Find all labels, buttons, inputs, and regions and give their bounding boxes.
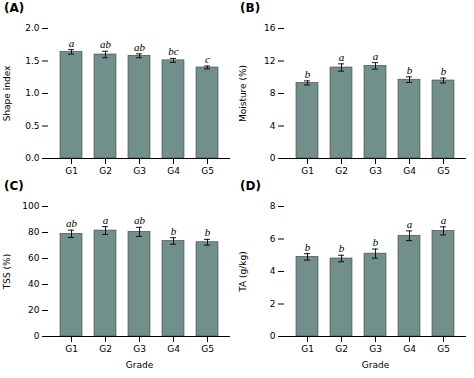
svg-text:b: b [407,64,413,76]
svg-text:G2: G2 [99,166,112,176]
svg-text:ab: ab [66,217,78,229]
svg-text:40: 40 [28,279,40,289]
svg-text:20: 20 [28,305,40,315]
svg-text:a: a [441,214,447,226]
svg-text:8: 8 [270,201,276,211]
svg-text:60: 60 [28,253,40,263]
svg-text:G3: G3 [369,166,382,176]
svg-text:TSS (%): TSS (%) [2,254,12,290]
svg-text:2.0: 2.0 [25,23,40,33]
svg-text:G1: G1 [65,166,78,176]
svg-text:G5: G5 [437,344,450,354]
html-text:(D): (D) [240,179,261,193]
svg-text:G4: G4 [167,166,180,176]
svg-text:0.5: 0.5 [25,121,39,131]
svg-text:a: a [103,214,109,226]
svg-text:b: b [339,242,345,254]
svg-text:G1: G1 [65,344,78,354]
svg-text:80: 80 [28,227,40,237]
svg-text:G3: G3 [133,166,146,176]
svg-text:bc: bc [168,45,179,57]
svg-text:8: 8 [270,88,276,98]
svg-text:b: b [205,226,211,238]
svg-text:G4: G4 [167,344,180,354]
svg-text:G4: G4 [403,344,416,354]
html-text:(B): (B) [240,1,261,15]
svg-text:a: a [407,218,413,230]
html-text:(A): (A) [4,1,25,15]
svg-text:0.0: 0.0 [25,153,40,163]
svg-text:2: 2 [270,299,276,309]
svg-text:100: 100 [22,201,39,211]
svg-text:ab: ab [134,41,146,53]
svg-text:G3: G3 [133,344,146,354]
svg-text:Moisture (%): Moisture (%) [238,65,248,122]
svg-text:b: b [171,225,177,237]
svg-text:c: c [205,53,210,65]
svg-text:Shape index: Shape index [2,65,12,121]
svg-text:ab: ab [134,214,146,226]
html-text:(C): (C) [4,179,24,193]
svg-text:TA (g/kg): TA (g/kg) [238,251,248,293]
svg-text:ab: ab [100,38,112,50]
svg-text:b: b [305,68,311,80]
svg-text:b: b [305,241,311,253]
svg-text:G1: G1 [301,344,314,354]
svg-text:0: 0 [34,331,40,341]
svg-text:b: b [441,65,447,77]
svg-text:G2: G2 [335,166,348,176]
svg-text:G2: G2 [335,344,348,354]
svg-text:G5: G5 [201,344,214,354]
svg-text:1.0: 1.0 [25,88,40,98]
svg-text:4: 4 [270,266,276,276]
svg-text:G5: G5 [437,166,450,176]
svg-text:G5: G5 [201,166,214,176]
svg-text:6: 6 [270,234,276,244]
svg-text:a: a [69,37,75,49]
svg-text:16: 16 [264,23,276,33]
svg-text:G3: G3 [369,344,382,354]
svg-text:4: 4 [270,121,276,131]
svg-text:a: a [373,50,379,62]
svg-text:G1: G1 [301,166,314,176]
svg-text:Grade: Grade [362,360,390,370]
svg-text:1.5: 1.5 [25,56,39,66]
svg-text:0: 0 [270,331,276,341]
svg-text:G2: G2 [99,344,112,354]
svg-text:b: b [373,236,379,248]
svg-text:12: 12 [264,56,275,66]
svg-text:G4: G4 [403,166,416,176]
svg-text:Grade: Grade [126,360,154,370]
svg-text:0: 0 [270,153,276,163]
svg-text:a: a [339,51,345,63]
